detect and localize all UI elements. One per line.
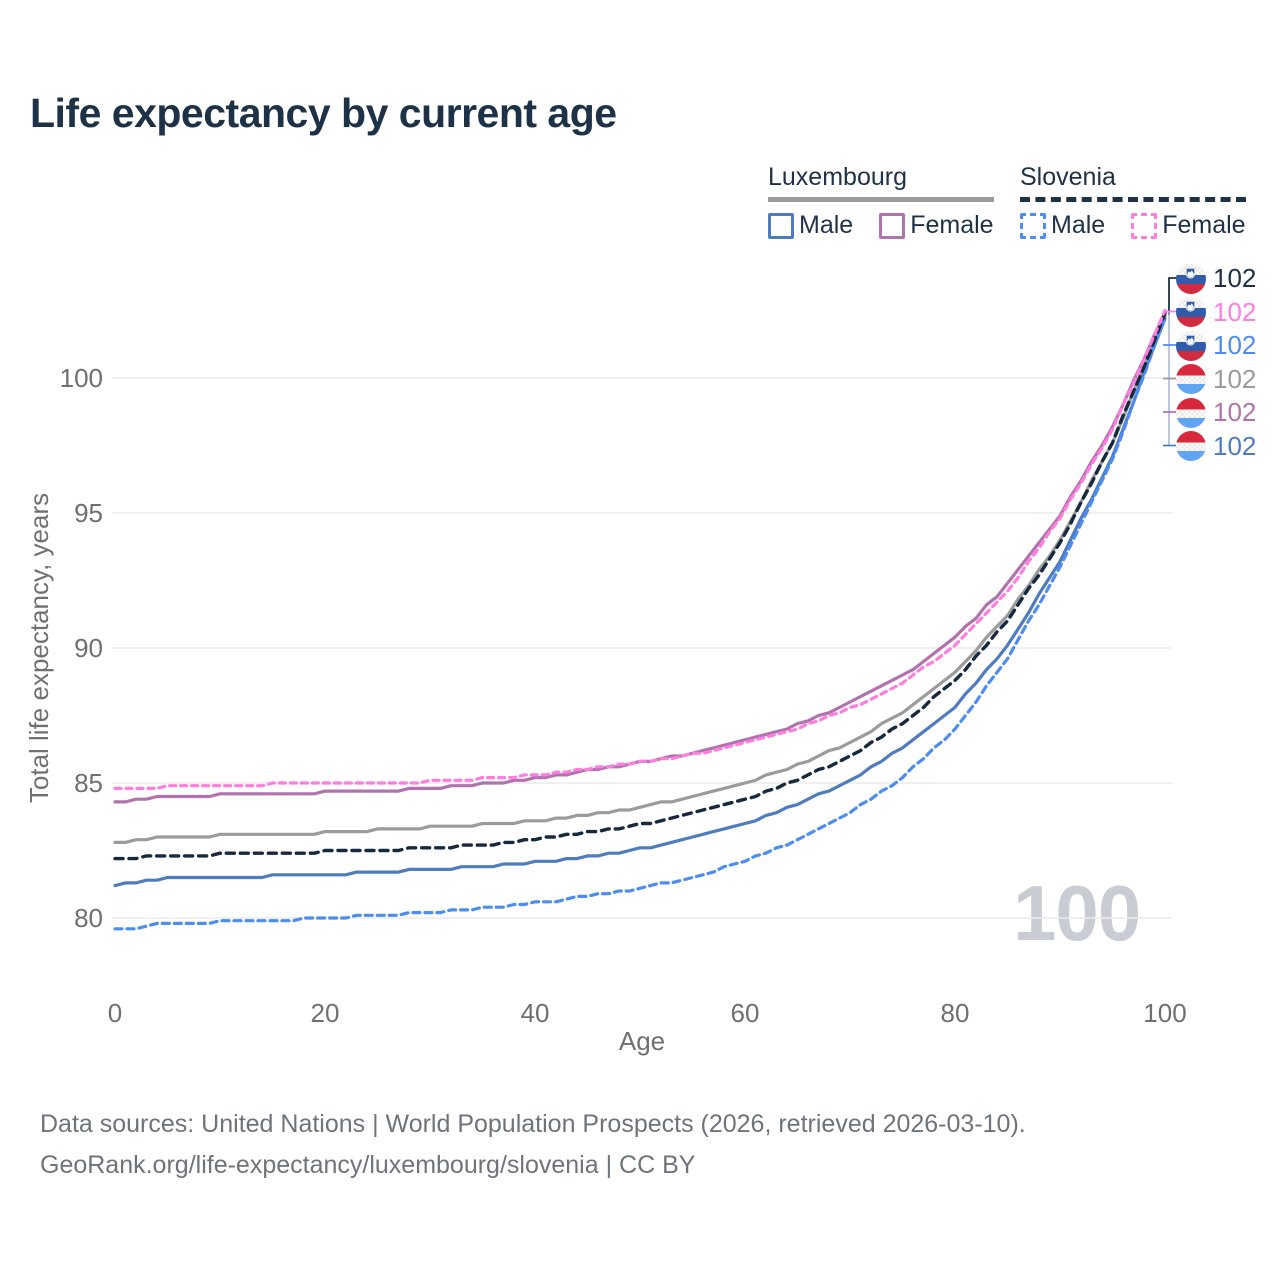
legend-group-luxembourg: Luxembourg Male Female (768, 163, 994, 240)
series-line-slovenia-female (113, 308, 1167, 790)
y-tick-label: 95 (74, 498, 103, 528)
y-tick-label: 85 (74, 768, 103, 798)
series-line-luxembourg-total (113, 314, 1167, 844)
x-tick-label: 100 (1143, 998, 1186, 1028)
luxembourg-flag-icon (1176, 431, 1206, 461)
series-line-luxembourg-female (113, 311, 1167, 804)
footer-data-sources: Data sources: United Nations | World Pop… (40, 1110, 1026, 1138)
slovenia-flag-icon (1176, 297, 1206, 327)
legend-group-slovenia: Slovenia Male Female (1020, 163, 1246, 240)
end-label-value: 102 (1213, 263, 1257, 293)
slovenia-flag-icon (1176, 330, 1206, 361)
end-label-luxembourg-3: 102 (1176, 364, 1256, 395)
series-line-slovenia-total (113, 311, 1167, 861)
end-label-slovenia-2: 102 (1176, 330, 1256, 361)
legend-item-label: Male (799, 211, 854, 239)
x-tick-label: 40 (521, 998, 550, 1028)
series-line-luxembourg-male (113, 317, 1167, 888)
end-label-slovenia-1: 102 (1176, 297, 1256, 328)
x-axis-title: Age (619, 1026, 665, 1056)
y-axis-title: Total life expectancy, years (24, 493, 54, 803)
age-counter-watermark: 100 (1013, 869, 1141, 957)
end-label-value: 102 (1213, 363, 1257, 394)
legend-item-luxembourg-female[interactable]: Female (879, 211, 994, 240)
male-swatch-icon (1020, 212, 1046, 239)
slovenia-flag-icon (1176, 330, 1206, 361)
legend-item-slovenia-female[interactable]: Female (1131, 211, 1246, 240)
female-swatch-icon (879, 212, 906, 239)
y-tick-label: 90 (74, 633, 103, 663)
dashed-line-swatch-icon (1020, 197, 1246, 202)
legend-items-luxembourg: Male Female (768, 211, 994, 240)
end-label-value: 102 (1213, 330, 1257, 360)
x-tick-label: 20 (311, 998, 340, 1028)
legend-group-slovenia-header[interactable]: Slovenia (1020, 163, 1246, 202)
y-tick-label: 100 (60, 363, 103, 393)
end-label-slovenia-0: 102 (1176, 263, 1256, 294)
end-label-luxembourg-4: 102 (1176, 397, 1256, 428)
legend-item-luxembourg-male[interactable]: Male (768, 211, 853, 240)
series-lines (113, 308, 1167, 931)
end-label-value: 102 (1213, 296, 1257, 327)
x-tick-label: 80 (941, 998, 970, 1028)
footer: Data sources: United Nations | World Pop… (40, 1104, 1026, 1186)
legend-items-slovenia: Male Female (1020, 211, 1246, 240)
luxembourg-flag-icon (1176, 397, 1206, 428)
page-title: Life expectancy by current age (30, 90, 617, 136)
slovenia-flag-icon (1176, 263, 1206, 294)
legend-item-label: Female (1162, 211, 1246, 239)
y-tick-label: 80 (74, 903, 103, 933)
end-label-value: 102 (1213, 430, 1257, 461)
solid-line-swatch-icon (768, 197, 994, 202)
slovenia-flag-icon (1176, 263, 1206, 294)
x-tick-label: 0 (108, 998, 122, 1028)
end-label-value: 102 (1213, 397, 1257, 427)
slovenia-flag-icon (1176, 297, 1206, 327)
series-line-slovenia-male (113, 317, 1167, 931)
legend-item-label: Male (1051, 211, 1106, 239)
male-swatch-icon (768, 212, 794, 239)
gridlines (112, 377, 1172, 919)
legend-group-luxembourg-header[interactable]: Luxembourg (768, 163, 994, 202)
luxembourg-flag-icon (1176, 364, 1206, 394)
luxembourg-flag-icon (1176, 431, 1206, 461)
legend-group-label[interactable]: Slovenia (1020, 163, 1116, 191)
footer-attribution: GeoRank.org/life-expectancy/luxembourg/s… (40, 1151, 696, 1179)
end-label-luxembourg-5: 102 (1176, 431, 1256, 462)
legend-group-label[interactable]: Luxembourg (768, 163, 907, 191)
female-swatch-icon (1131, 212, 1158, 239)
luxembourg-flag-icon (1176, 364, 1206, 394)
x-tick-label: 60 (731, 998, 760, 1028)
legend-item-slovenia-male[interactable]: Male (1020, 211, 1105, 240)
legend-item-label: Female (910, 211, 994, 239)
luxembourg-flag-icon (1176, 397, 1206, 428)
